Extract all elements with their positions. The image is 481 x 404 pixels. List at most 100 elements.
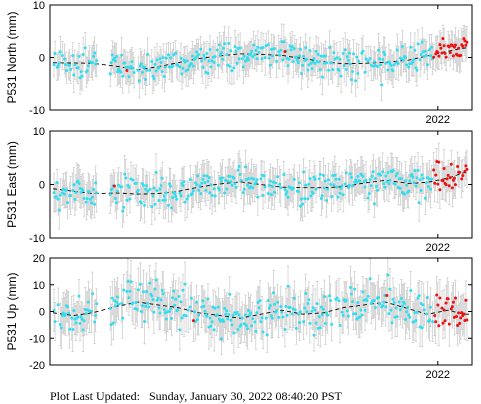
observed-point	[290, 312, 294, 316]
observed-point	[66, 201, 70, 205]
observed-point	[228, 174, 232, 178]
observed-point	[77, 182, 81, 186]
observed-point	[300, 197, 304, 201]
observed-point	[383, 185, 387, 189]
observed-point	[318, 326, 322, 330]
observed-point	[164, 191, 168, 195]
observed-point	[114, 54, 118, 58]
recent-point	[434, 320, 438, 324]
observed-point	[337, 177, 341, 181]
observed-point	[398, 186, 402, 190]
recent-point	[443, 51, 447, 55]
observed-point	[416, 42, 420, 46]
observed-point	[366, 59, 370, 63]
observed-point	[240, 57, 244, 61]
observed-point	[372, 299, 376, 303]
observed-point	[269, 314, 273, 318]
observed-point	[167, 182, 171, 186]
observed-point	[119, 70, 123, 74]
observed-point	[174, 194, 178, 198]
observed-point	[95, 191, 99, 195]
observed-point	[230, 183, 234, 187]
observed-point	[131, 178, 135, 182]
observed-point	[296, 312, 300, 316]
observed-point	[406, 305, 410, 309]
observed-point	[329, 299, 333, 303]
observed-point	[56, 197, 60, 201]
observed-point	[241, 191, 245, 195]
observed-point	[68, 327, 72, 331]
y-axis-label: P531 East (mm)	[5, 141, 19, 228]
observed-point	[364, 57, 368, 61]
observed-point	[153, 287, 157, 291]
observed-point	[144, 304, 148, 308]
recent-point	[441, 37, 445, 41]
observed-point	[152, 186, 156, 190]
observed-point	[179, 300, 183, 304]
observed-point	[171, 64, 175, 68]
observed-point	[278, 53, 282, 57]
observed-point	[297, 54, 301, 58]
observed-point	[283, 188, 287, 192]
observed-point	[235, 61, 239, 65]
observed-point	[423, 196, 427, 200]
observed-point	[354, 178, 358, 182]
observed-point	[203, 57, 207, 61]
observed-point	[315, 302, 319, 306]
observed-point	[159, 184, 163, 188]
observed-point	[393, 182, 397, 186]
observed-point	[129, 280, 133, 284]
recent-point	[457, 46, 461, 50]
recent-point	[450, 305, 454, 309]
observed-point	[313, 61, 317, 65]
observed-point	[226, 317, 230, 321]
observed-point	[424, 181, 428, 185]
observed-point	[314, 321, 318, 325]
observed-point	[386, 170, 390, 174]
observed-point	[145, 290, 149, 294]
observed-point	[386, 68, 390, 72]
observed-point	[254, 48, 258, 52]
observed-point	[347, 51, 351, 55]
observed-point	[232, 331, 236, 335]
observed-point	[290, 45, 294, 49]
observed-point	[146, 301, 150, 305]
observed-point	[270, 54, 274, 58]
observed-point	[234, 185, 238, 189]
observed-point	[166, 203, 170, 207]
observed-point	[243, 165, 247, 169]
observed-point	[237, 57, 241, 61]
observed-point	[419, 302, 423, 306]
observed-point	[121, 74, 125, 78]
observed-point	[344, 68, 348, 72]
observed-point	[233, 182, 237, 186]
observed-point	[52, 191, 56, 195]
observed-point	[193, 56, 197, 60]
observed-point	[91, 292, 95, 296]
observed-point	[429, 305, 433, 309]
observed-point	[391, 297, 395, 301]
observed-point	[398, 308, 402, 312]
observed-point	[279, 48, 283, 52]
y-tick-label: -20	[29, 360, 45, 372]
recent-point	[434, 173, 438, 177]
observed-point	[206, 71, 210, 75]
observed-point	[372, 202, 376, 206]
recent-point	[464, 43, 468, 47]
observed-point	[76, 315, 80, 319]
observed-point	[209, 183, 213, 187]
observed-point	[170, 316, 174, 320]
observed-point	[306, 197, 310, 201]
observed-point	[241, 65, 245, 69]
observed-point	[233, 45, 237, 49]
observed-point	[175, 197, 179, 201]
observed-point	[356, 174, 360, 178]
observed-point	[305, 57, 309, 61]
observed-point	[314, 49, 318, 53]
observed-point	[312, 57, 316, 61]
observed-point	[343, 182, 347, 186]
observed-point	[361, 49, 365, 53]
observed-point	[341, 313, 345, 317]
observed-point	[143, 320, 147, 324]
observed-point	[349, 175, 353, 179]
